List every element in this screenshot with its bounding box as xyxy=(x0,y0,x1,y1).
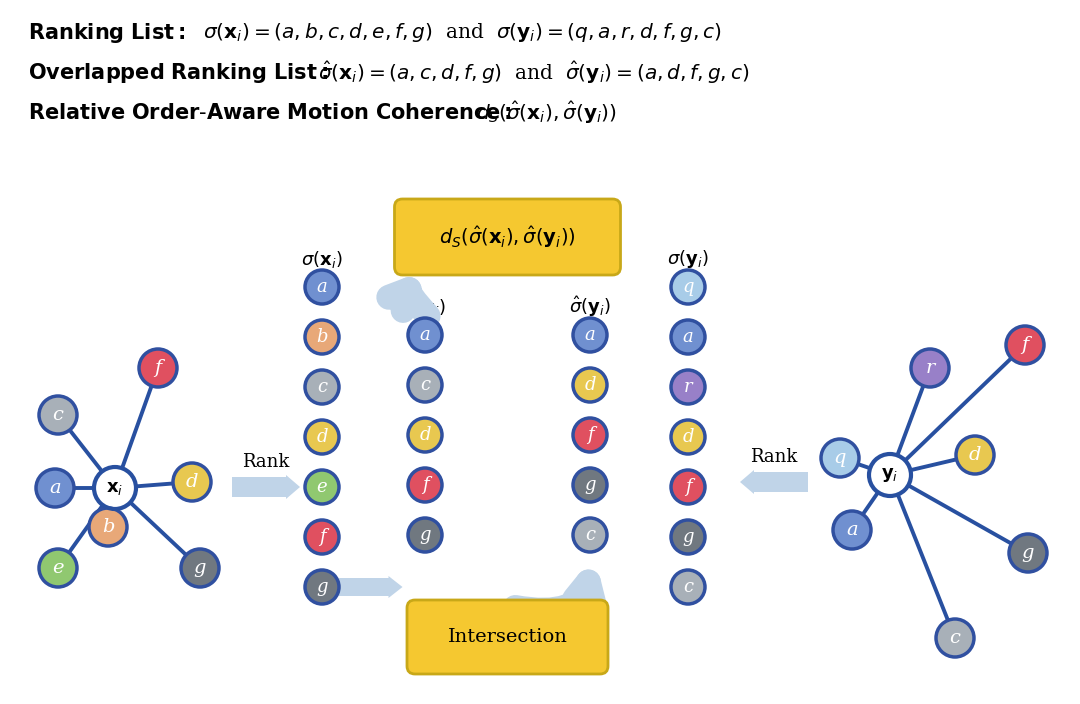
Text: f: f xyxy=(685,478,691,496)
Text: g: g xyxy=(1022,544,1035,562)
Circle shape xyxy=(912,349,949,387)
Text: d: d xyxy=(683,428,693,446)
Text: $\sigma(\mathbf{x}_i) = (a,b,c,d,e,f,g)$  and  $\sigma(\mathbf{y}_i) = (q,a,r,d,: $\sigma(\mathbf{x}_i) = (a,b,c,d,e,f,g)$… xyxy=(203,22,721,44)
Text: g: g xyxy=(193,559,206,577)
Text: e: e xyxy=(316,478,327,496)
Text: $\mathbf{Ranking\ List:}$: $\mathbf{Ranking\ List:}$ xyxy=(28,21,186,45)
Circle shape xyxy=(573,368,607,402)
Circle shape xyxy=(408,418,442,452)
FancyArrow shape xyxy=(339,576,403,598)
Text: $\sigma(\mathbf{x}_i)$: $\sigma(\mathbf{x}_i)$ xyxy=(301,249,342,270)
Text: d: d xyxy=(969,446,982,464)
Circle shape xyxy=(305,320,339,354)
Text: f: f xyxy=(421,476,429,494)
Text: Intersection: Intersection xyxy=(447,628,567,646)
Circle shape xyxy=(305,520,339,554)
Circle shape xyxy=(305,370,339,404)
Text: a: a xyxy=(847,521,858,539)
Circle shape xyxy=(89,508,127,546)
Circle shape xyxy=(39,396,77,434)
Circle shape xyxy=(671,520,705,554)
Text: $d_S(\hat{\sigma}(\mathbf{x}_i),\hat{\sigma}(\mathbf{y}_i))$: $d_S(\hat{\sigma}(\mathbf{x}_i),\hat{\si… xyxy=(476,100,617,126)
Text: d: d xyxy=(316,428,327,446)
FancyArrow shape xyxy=(740,470,808,494)
Text: q: q xyxy=(834,449,847,467)
Circle shape xyxy=(573,518,607,552)
Circle shape xyxy=(671,420,705,454)
Text: Rank: Rank xyxy=(751,448,798,466)
Text: f: f xyxy=(586,426,593,444)
Text: q: q xyxy=(683,278,693,296)
Circle shape xyxy=(139,349,177,387)
Circle shape xyxy=(305,470,339,504)
Text: c: c xyxy=(316,378,327,396)
Circle shape xyxy=(1009,534,1047,572)
Circle shape xyxy=(671,570,705,604)
Circle shape xyxy=(573,418,607,452)
Text: a: a xyxy=(420,326,430,344)
Circle shape xyxy=(408,318,442,352)
Text: d: d xyxy=(584,376,596,394)
Text: g: g xyxy=(316,578,327,596)
Text: c: c xyxy=(420,376,430,394)
Text: $\mathbf{Overlapped\ Ranking\ List:}$: $\mathbf{Overlapped\ Ranking\ List:}$ xyxy=(28,61,328,85)
Circle shape xyxy=(408,518,442,552)
Text: $\hat{\sigma}(\mathbf{x}_i)$: $\hat{\sigma}(\mathbf{x}_i)$ xyxy=(404,295,446,319)
Circle shape xyxy=(936,619,974,657)
Circle shape xyxy=(671,470,705,504)
Text: $\mathbf{x}_i$: $\mathbf{x}_i$ xyxy=(107,479,123,497)
Text: c: c xyxy=(585,526,595,544)
Text: $d_S(\hat{\sigma}(\mathbf{x}_i),\hat{\sigma}(\mathbf{y}_i))$: $d_S(\hat{\sigma}(\mathbf{x}_i),\hat{\si… xyxy=(440,224,576,250)
Text: b: b xyxy=(316,328,327,346)
Text: r: r xyxy=(926,359,934,377)
Circle shape xyxy=(305,420,339,454)
Circle shape xyxy=(869,454,912,496)
Circle shape xyxy=(173,463,211,501)
Text: c: c xyxy=(683,578,693,596)
Circle shape xyxy=(821,439,859,477)
Text: g: g xyxy=(683,528,693,546)
Circle shape xyxy=(956,436,994,474)
Circle shape xyxy=(671,270,705,304)
Text: a: a xyxy=(683,328,693,346)
Text: d: d xyxy=(419,426,431,444)
Circle shape xyxy=(36,469,75,507)
Text: $\hat{\sigma}(\mathbf{x}_i) = (a,c,d,f,g)$  and  $\hat{\sigma}(\mathbf{y}_i) = (: $\hat{\sigma}(\mathbf{x}_i) = (a,c,d,f,g… xyxy=(318,60,750,86)
Text: c: c xyxy=(53,406,64,424)
FancyArrow shape xyxy=(232,475,300,499)
Text: g: g xyxy=(584,476,596,494)
Text: f: f xyxy=(154,359,162,377)
Text: a: a xyxy=(50,479,60,497)
Text: $\mathbf{Relative\ Order\text{-}Aware\ Motion\ Coherence:}$: $\mathbf{Relative\ Order\text{-}Aware\ M… xyxy=(28,103,512,123)
Circle shape xyxy=(408,368,442,402)
Circle shape xyxy=(305,570,339,604)
Circle shape xyxy=(573,318,607,352)
Circle shape xyxy=(305,270,339,304)
Text: a: a xyxy=(584,326,595,344)
Text: c: c xyxy=(949,629,960,647)
Text: d: d xyxy=(186,473,199,491)
Circle shape xyxy=(181,549,219,587)
Text: Rank: Rank xyxy=(242,453,289,471)
Text: e: e xyxy=(52,559,64,577)
Text: f: f xyxy=(1022,336,1028,354)
Text: $\sigma(\mathbf{y}_i)$: $\sigma(\mathbf{y}_i)$ xyxy=(667,248,708,270)
Circle shape xyxy=(408,468,442,502)
FancyBboxPatch shape xyxy=(407,600,608,674)
Text: r: r xyxy=(684,378,692,396)
Text: $\hat{\sigma}(\mathbf{y}_i)$: $\hat{\sigma}(\mathbf{y}_i)$ xyxy=(569,294,611,320)
FancyBboxPatch shape xyxy=(394,199,621,275)
Circle shape xyxy=(94,467,136,509)
Text: $\mathbf{y}_i$: $\mathbf{y}_i$ xyxy=(881,466,899,484)
Circle shape xyxy=(671,320,705,354)
Circle shape xyxy=(671,370,705,404)
Circle shape xyxy=(1005,326,1044,364)
Circle shape xyxy=(833,511,870,549)
Text: b: b xyxy=(102,518,114,536)
Text: f: f xyxy=(319,528,325,546)
Text: g: g xyxy=(419,526,431,544)
Text: a: a xyxy=(316,278,327,296)
Circle shape xyxy=(39,549,77,587)
Circle shape xyxy=(573,468,607,502)
